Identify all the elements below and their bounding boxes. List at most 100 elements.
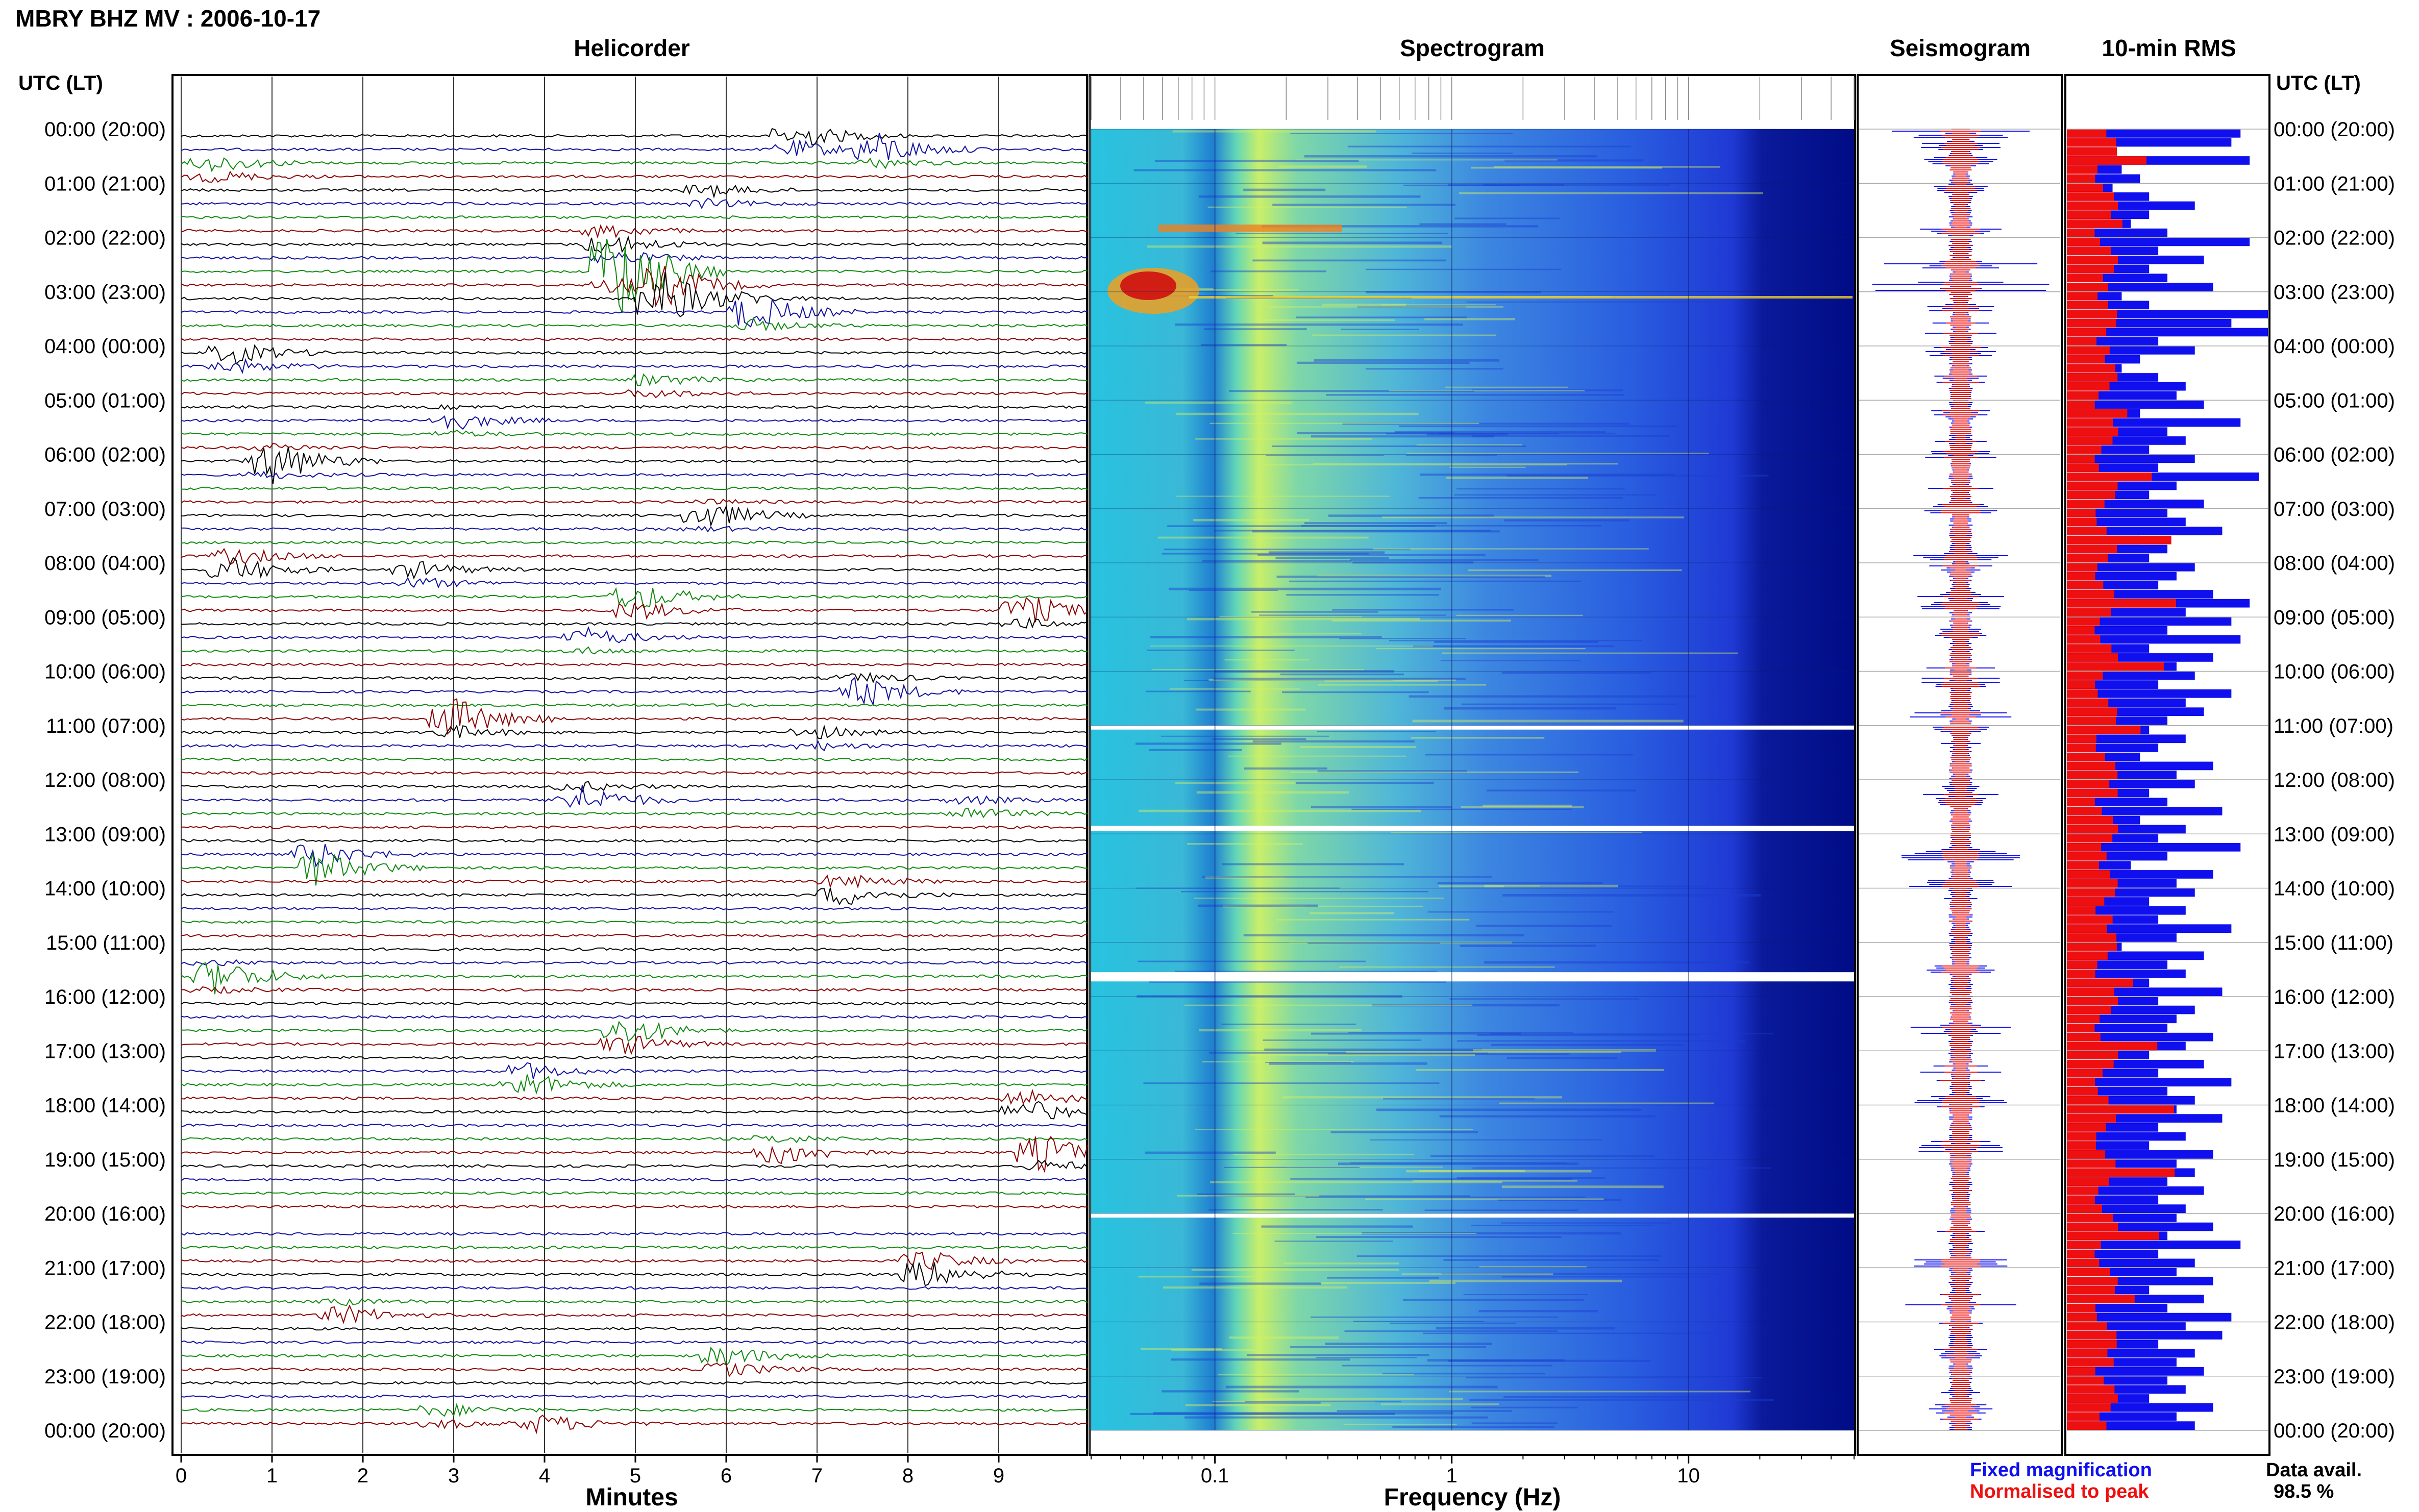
spectrogram-streak	[1370, 1139, 1602, 1141]
spectrogram-streak	[1202, 876, 1492, 878]
spectrogram-streak	[1376, 648, 1586, 650]
spectrogram-streak	[1466, 301, 1718, 303]
spectrogram-streak	[1210, 1181, 1502, 1183]
rms-bar-normalised	[2067, 255, 2118, 264]
rms-bar-fixed	[2067, 924, 2232, 933]
helicorder-trace	[181, 548, 1088, 565]
spectrogram-streak	[1280, 673, 1404, 676]
spectrogram-streak	[1434, 640, 1598, 643]
spectrogram-streak	[1487, 789, 1636, 791]
spectrogram-streak	[1484, 884, 1618, 887]
spectrogram-streak	[1406, 453, 1709, 454]
rms-bar-normalised	[2067, 436, 2113, 445]
spectrogram-streak	[1466, 1377, 1762, 1379]
spectrogram-streak	[1448, 1359, 1651, 1362]
helicorder-trace	[181, 1135, 1088, 1144]
utc-lt-right-label: UTC (LT)	[2276, 72, 2361, 94]
spectrogram-streak	[1436, 1327, 1616, 1330]
spectrogram-streak	[1457, 1177, 1606, 1179]
spectrogram-streak	[1483, 184, 1564, 186]
spectrogram-streak	[1261, 1225, 1413, 1228]
rms-bar-normalised	[2067, 1403, 2111, 1412]
rms-bar-normalised	[2067, 834, 2113, 842]
rms-bar-fixed	[2067, 237, 2250, 246]
rms-bar-normalised	[2067, 870, 2110, 879]
rms-bar-normalised	[2067, 879, 2118, 888]
helicorder-trace	[181, 540, 1088, 544]
spectrogram-streak	[1150, 645, 1433, 647]
rms-bar-normalised	[2067, 147, 2117, 156]
rms-bar-normalised	[2067, 1105, 2174, 1114]
spectrogram-streak	[1182, 289, 1299, 291]
helicorder-trace	[181, 429, 1088, 437]
rms-bar-normalised	[2067, 888, 2115, 897]
helicorder-trace	[181, 1035, 1088, 1055]
spectrogram-streak	[1502, 894, 1761, 897]
frequency-tick-label: 1	[1446, 1465, 1458, 1487]
spectrogram-streak	[1257, 554, 1486, 556]
rms-bar-normalised	[2067, 897, 2105, 906]
time-label-right: 13:00 (09:00)	[2274, 823, 2395, 846]
spectrogram-streak	[1472, 435, 1670, 437]
spectrogram-streak	[1440, 660, 1581, 661]
minute-tick-label: 7	[811, 1465, 823, 1487]
time-label-left: 06:00 (02:00)	[44, 444, 166, 466]
spectrogram-streak	[1310, 912, 1394, 914]
rms-bar-fixed	[2067, 454, 2195, 463]
spectrogram-streak	[1317, 731, 1437, 732]
spectrogram-streak	[1328, 514, 1494, 517]
spectrogram-title: Spectrogram	[1400, 35, 1545, 61]
helicorder-trace	[181, 1015, 1088, 1019]
spectrogram-streak	[1344, 1330, 1558, 1332]
spectrogram-streak	[1135, 742, 1281, 745]
spectrogram-streak	[1266, 455, 1384, 456]
rms-bar-normalised	[2067, 960, 2097, 969]
rms-bar-normalised	[2067, 517, 2097, 527]
helicorder-trace	[181, 933, 1088, 938]
rms-bar-normalised	[2067, 599, 2176, 608]
spectrogram-streak	[1184, 1416, 1488, 1419]
rms-bar-normalised	[2067, 527, 2107, 535]
rms-bar-normalised	[2067, 274, 2103, 283]
spectrogram-streak	[1193, 518, 1309, 522]
spectrogram-streak	[1357, 306, 1466, 309]
rms-bar-fixed	[2067, 906, 2186, 915]
spectrogram-streak	[1473, 1049, 1656, 1052]
helicorder-trace	[181, 1340, 1088, 1344]
spectrogram-streak	[1490, 1033, 1773, 1034]
spectrogram-streak	[1175, 971, 1437, 972]
rms-bar-normalised	[2067, 454, 2095, 463]
frequency-tick-label: 0.1	[1201, 1465, 1229, 1487]
time-label-left: 08:00 (04:00)	[44, 552, 166, 575]
spectrogram-streak	[1332, 609, 1514, 611]
spectrogram-streak	[1316, 1236, 1562, 1238]
rms-bar-normalised	[2067, 156, 2146, 165]
helicorder-trace	[181, 170, 1088, 183]
rms-bar-normalised	[2067, 355, 2105, 364]
seismogram-title: Seismogram	[1890, 35, 2031, 61]
data-availability-value: 98.5 %	[2274, 1481, 2334, 1502]
rms-bar-normalised	[2067, 1059, 2114, 1069]
helicorder-trace	[181, 133, 1088, 161]
spectrogram-streak	[1275, 557, 1389, 559]
rms-bar-normalised	[2067, 508, 2096, 517]
helicorder-trace	[181, 1327, 1088, 1331]
helicorder-trace	[181, 337, 1088, 341]
spectrogram-streak	[1471, 389, 1623, 391]
spectrogram-streak	[1300, 746, 1417, 749]
rms-bar-fixed	[2067, 1078, 2232, 1087]
rms-bar-normalised	[2067, 861, 2099, 870]
spectrogram-streak	[1232, 1233, 1477, 1234]
spectrogram-streak	[1207, 1195, 1470, 1197]
helicorder-trace	[181, 498, 1088, 505]
helicorder-panel	[171, 74, 1088, 1456]
spectrogram-streak	[1195, 708, 1306, 711]
helicorder-trace	[181, 646, 1088, 655]
rms-bar-normalised	[2067, 590, 2114, 599]
spectrogram-streak	[1326, 394, 1624, 396]
spectrogram-streak	[1272, 445, 1526, 448]
helicorder-trace	[181, 238, 1088, 313]
spectrogram-streak	[1198, 904, 1318, 907]
rms-bar-normalised	[2067, 544, 2117, 554]
rms-bar-normalised	[2067, 671, 2103, 680]
